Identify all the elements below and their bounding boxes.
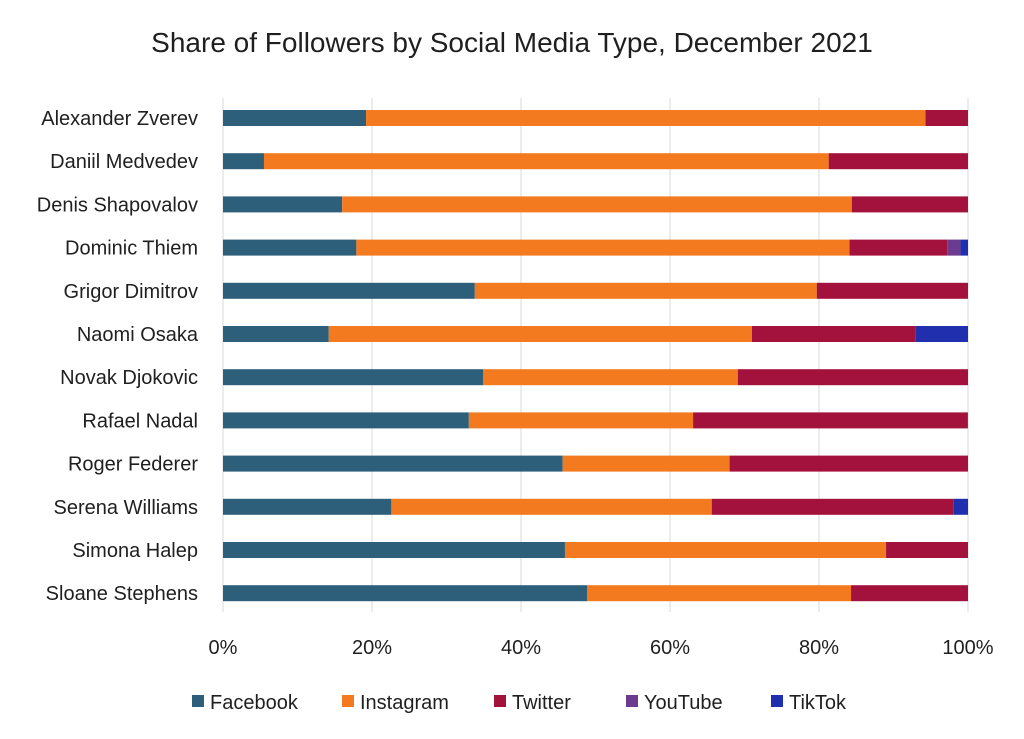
category-label: Serena Williams	[54, 497, 198, 519]
x-axis-ticks: 0% 20% 40% 60% 80% 100%	[209, 637, 994, 659]
category-label: Rafael Nadal	[82, 410, 198, 432]
bar-segment	[886, 542, 968, 558]
bar-segment	[693, 412, 968, 429]
bar-segment	[562, 455, 730, 472]
bar-segment	[223, 239, 357, 256]
bar-segment	[816, 282, 968, 299]
x-tick-label: 80%	[799, 637, 839, 659]
legend-label: Instagram	[360, 692, 449, 714]
bar-segment	[223, 110, 367, 126]
bar-segment	[223, 326, 329, 342]
category-label: Dominic Thiem	[65, 238, 198, 260]
bar-segment	[223, 282, 475, 299]
x-tick-label: 0%	[209, 637, 238, 659]
category-label: Daniil Medvedev	[50, 151, 198, 173]
category-label: Denis Shapovalov	[37, 194, 198, 216]
bar-segment	[483, 369, 738, 386]
bar-segment	[328, 326, 752, 342]
bar-segment	[737, 369, 968, 386]
legend-swatch	[771, 695, 783, 707]
bar-segment	[223, 542, 565, 558]
bar-segment	[342, 196, 852, 213]
legend-label: Twitter	[512, 692, 571, 714]
bar-segment	[468, 412, 694, 429]
bar-segment	[967, 412, 968, 429]
category-label: Novak Djokovic	[60, 367, 198, 389]
bar-segment	[223, 498, 392, 515]
bar-segment	[828, 153, 968, 170]
legend-label: TikTok	[789, 692, 847, 714]
category-label: Sloane Stephens	[46, 583, 198, 605]
bars	[223, 110, 968, 602]
category-labels: Alexander Zverev Daniil Medvedev Denis Sha…	[37, 108, 199, 605]
bar-segment	[915, 326, 968, 342]
bar-segment	[223, 196, 343, 213]
legend-swatch	[626, 695, 638, 707]
bar-segment	[223, 153, 264, 170]
bar-segment	[564, 542, 887, 558]
bar-segment	[223, 585, 588, 602]
bar-segment	[223, 455, 563, 472]
legend-label: Facebook	[210, 692, 299, 714]
bar-segment	[223, 369, 484, 386]
x-tick-label: 60%	[650, 637, 690, 659]
bar-segment	[711, 498, 954, 515]
bar-segment	[391, 498, 712, 515]
bar-segment	[947, 239, 961, 256]
bar-segment	[474, 282, 817, 299]
category-label: Roger Federer	[68, 454, 198, 476]
chart-title: Share of Followers by Social Media Type,…	[151, 27, 873, 58]
category-label: Grigor Dimitrov	[64, 281, 198, 303]
legend-label: YouTube	[644, 692, 723, 714]
legend-swatch	[342, 695, 354, 707]
legend-swatch	[494, 695, 506, 707]
bar-segment	[953, 498, 968, 515]
category-label: Alexander Zverev	[41, 108, 198, 130]
legend: Facebook Instagram Twitter YouTube TikTok	[192, 692, 847, 714]
bar-segment	[729, 455, 968, 472]
bar-segment	[356, 239, 850, 256]
legend-swatch	[192, 695, 204, 707]
x-tick-label: 20%	[352, 637, 392, 659]
bar-segment	[851, 196, 968, 213]
bar-segment	[851, 585, 968, 602]
bar-segment	[223, 412, 469, 429]
bar-segment	[960, 239, 968, 256]
bar-segment	[925, 110, 968, 126]
x-tick-label: 100%	[942, 637, 993, 659]
bar-segment	[751, 326, 916, 342]
bar-segment	[366, 110, 926, 126]
bar-segment	[263, 153, 829, 170]
bar-segment	[849, 239, 948, 256]
category-label: Naomi Osaka	[77, 324, 199, 346]
bar-segment	[587, 585, 852, 602]
category-label: Simona Halep	[72, 540, 198, 562]
gridlines	[222, 98, 969, 612]
x-tick-label: 40%	[501, 637, 541, 659]
